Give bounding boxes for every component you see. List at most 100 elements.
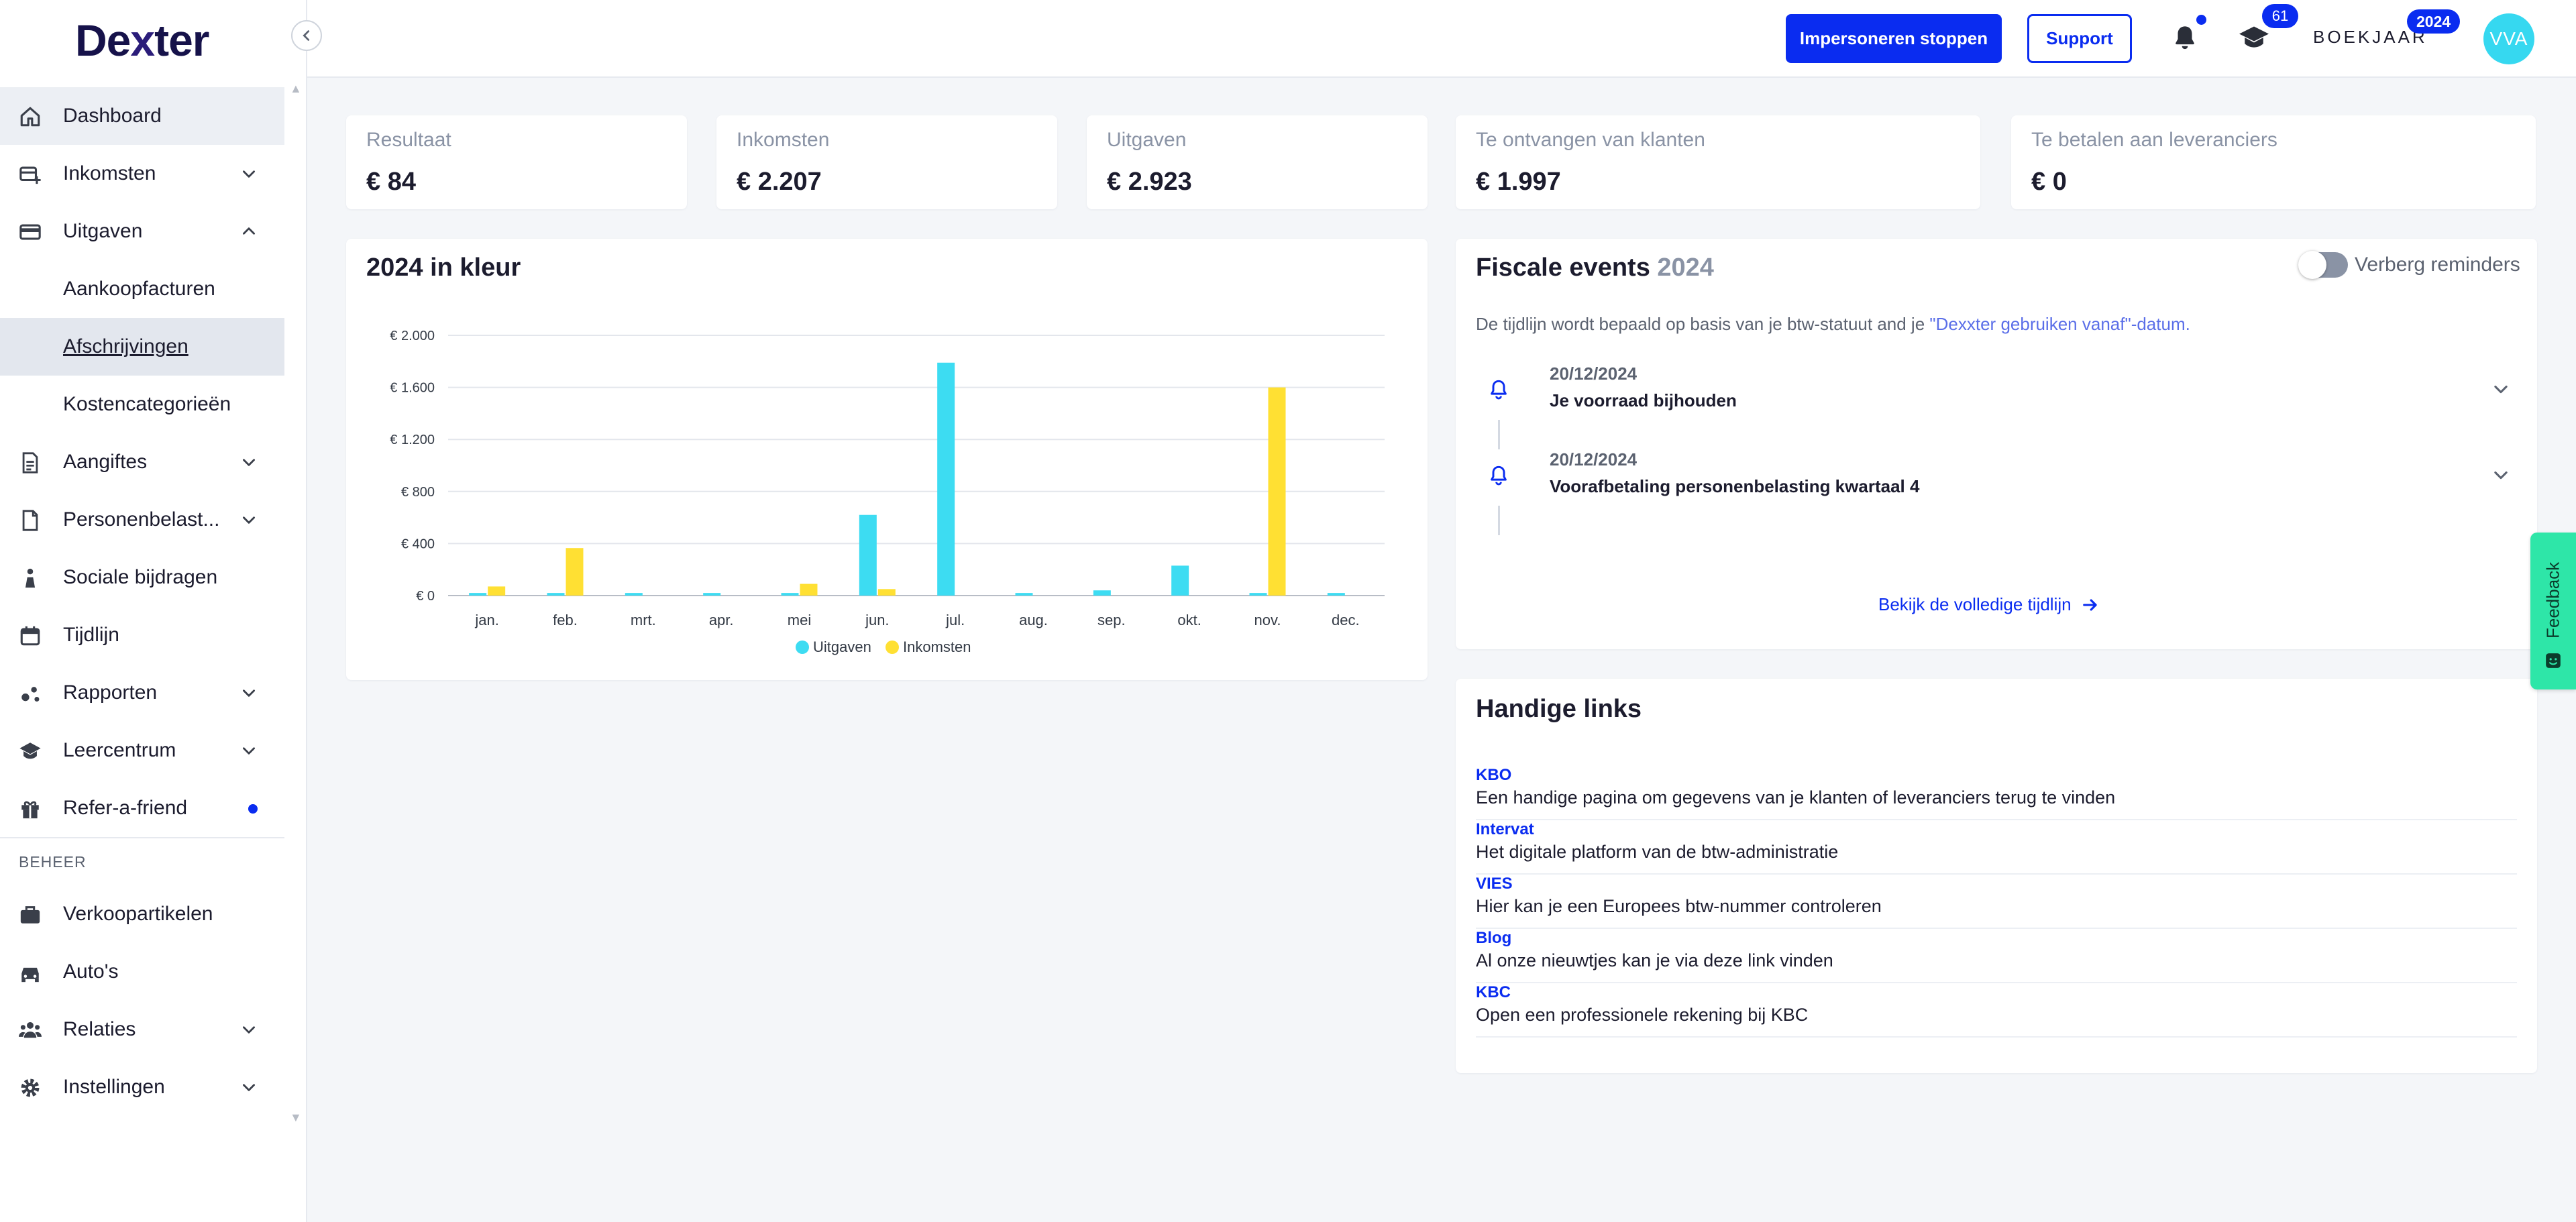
event-title[interactable]: Je voorraad bijhouden xyxy=(1550,390,1737,410)
bar-chart: € 0 € 400 € 800 € 1.200 € 1.600 € 2.000 jan. fe… xyxy=(390,329,1385,655)
file-icon xyxy=(22,510,38,531)
graduation-cap-icon[interactable] xyxy=(2238,23,2270,52)
x-tick-label: nov. xyxy=(1254,612,1281,628)
bar-uitgaven-mrt xyxy=(625,593,643,596)
sidebar-item-label: Aankoopfacturen xyxy=(63,278,215,300)
boekjaar-selector[interactable]: BOEKJAAR xyxy=(2313,27,2428,47)
sidebar-item-personenbelasting[interactable]: Personenbelast... xyxy=(0,491,284,549)
user-avatar[interactable]: VVA xyxy=(2483,13,2534,64)
sidebar-item-tijdlijn[interactable]: Tijdlijn xyxy=(0,606,284,664)
sidebar: Dexter ▲ Dashboard Inkomsten Uitgaven Aanko… xyxy=(0,0,307,1222)
timeline-connector xyxy=(1498,506,1500,535)
y-tick-label: € 1.600 xyxy=(390,381,435,396)
credit-card-icon xyxy=(19,224,41,240)
chevron-left-icon xyxy=(303,30,310,41)
graduation-cap-icon xyxy=(19,742,41,759)
logo-text-start: De xyxy=(75,15,131,65)
gear-icon xyxy=(21,1078,40,1097)
expand-event-chevron-down-icon[interactable] xyxy=(2491,380,2510,398)
sidebar-scroll-down-icon[interactable]: ▼ xyxy=(290,1111,302,1124)
kpi-label: Uitgaven xyxy=(1107,129,1187,151)
logo-text-x: x xyxy=(130,15,155,65)
bar-inkomsten-mei xyxy=(800,584,818,596)
sidebar-item-label: Auto's xyxy=(63,960,119,983)
sidebar-item-uitgaven[interactable]: Uitgaven xyxy=(0,203,284,260)
sidebar-item-label: Dashboard xyxy=(63,105,162,127)
chevron-down-icon xyxy=(243,689,255,697)
sidebar-section-beheer: BEHEER xyxy=(19,852,87,871)
dexxter-logo[interactable]: Dexter xyxy=(75,15,209,66)
bar-inkomsten-jan xyxy=(488,586,506,596)
sidebar-item-inkomsten[interactable]: Inkomsten xyxy=(0,145,284,203)
useful-link-title[interactable]: Intervat xyxy=(1476,820,1534,838)
useful-link-title[interactable]: Blog xyxy=(1476,929,1512,947)
new-indicator-dot xyxy=(248,804,258,814)
chevron-down-icon xyxy=(243,1026,255,1034)
fiscal-title-text: Fiscale events xyxy=(1476,254,1650,282)
sidebar-item-refer-a-friend[interactable]: Refer-a-friend xyxy=(0,779,284,837)
useful-link-title[interactable]: KBO xyxy=(1476,766,1512,784)
sidebar-item-relaties[interactable]: Relaties xyxy=(0,1001,284,1058)
fiscal-title-year: 2024 xyxy=(1657,254,1714,282)
notification-dot xyxy=(2196,15,2206,25)
useful-link-item: Intervat Het digitale platform van de btw… xyxy=(1476,820,2517,875)
x-tick-label: dec. xyxy=(1332,612,1360,628)
sidebar-item-kostencategorieen[interactable]: Kostencategorieën xyxy=(0,376,284,433)
expand-event-chevron-down-icon[interactable] xyxy=(2491,465,2510,484)
useful-link-title[interactable]: KBC xyxy=(1476,983,1511,1001)
useful-link-description: Het digitale platform van de btw-adminis… xyxy=(1476,842,1839,862)
bar-uitgaven-okt xyxy=(1171,565,1189,596)
useful-link-description: Al onze nieuwtjes kan je via deze link v… xyxy=(1476,950,1833,970)
toggle-knob[interactable] xyxy=(2298,251,2326,279)
event-title[interactable]: Voorafbetaling personenbelasting kwartaa… xyxy=(1550,476,1920,496)
useful-link-title[interactable]: VIES xyxy=(1476,875,1513,893)
legend-swatch-uitgaven xyxy=(796,641,809,654)
collapse-sidebar-button[interactable] xyxy=(291,20,322,51)
y-tick-label: € 0 xyxy=(416,589,435,604)
sidebar-item-leercentrum[interactable]: Leercentrum xyxy=(0,722,284,779)
kpi-te-ontvangen-card: Te ontvangen van klanten € 1.997 xyxy=(1456,115,1980,209)
y-tick-label: € 1.200 xyxy=(390,433,435,447)
notifications-bell-icon[interactable] xyxy=(2171,23,2199,52)
home-icon xyxy=(20,107,40,127)
sidebar-scroll-up-icon[interactable]: ▲ xyxy=(290,82,302,95)
chart-card: 2024 in kleur xyxy=(346,239,1428,680)
useful-link-item: KBC Open een professionele rekening bij K… xyxy=(1476,983,2517,1038)
sidebar-item-label: Tijdlijn xyxy=(63,624,119,646)
feedback-label[interactable]: Feedback xyxy=(2542,561,2563,639)
feedback-smile-icon[interactable] xyxy=(2544,652,2562,669)
dexxter-start-date-link[interactable]: "Dexxter gebruiken vanaf"-datum. xyxy=(1929,314,2190,334)
sidebar-item-instellingen[interactable]: Instellingen xyxy=(0,1058,284,1116)
useful-link-description: Een handige pagina om gegevens van je kl… xyxy=(1476,787,2116,808)
sidebar-item-rapporten[interactable]: Rapporten xyxy=(0,664,284,722)
sidebar-item-label: Relaties xyxy=(63,1018,136,1040)
stop-impersonating-button[interactable]: Impersoneren stoppen xyxy=(1786,14,2002,63)
useful-link-description: Hier kan je een Europees btw-nummer cont… xyxy=(1476,896,1882,916)
fiscal-events-title: Fiscale events 2024 xyxy=(1476,254,1714,282)
legend-swatch-inkomsten xyxy=(885,641,899,654)
fiscal-intro-text: De tijdlijn wordt bepaald op basis van j… xyxy=(1476,314,2190,335)
sidebar-item-verkoopartikelen[interactable]: Verkoopartikelen xyxy=(0,885,284,943)
chart-card-title: 2024 in kleur xyxy=(366,254,521,282)
bar-uitgaven-jan xyxy=(469,593,487,596)
sidebar-item-label: Leercentrum xyxy=(63,739,176,761)
useful-link-description: Open een professionele rekening bij KBC xyxy=(1476,1005,1809,1025)
sidebar-item-autos[interactable]: Auto's xyxy=(0,943,284,1001)
sidebar-item-sociale-bijdragen[interactable]: Sociale bijdragen xyxy=(0,549,284,606)
users-icon xyxy=(19,1021,42,1038)
sidebar-item-aankoopfacturen[interactable]: Aankoopfacturen xyxy=(0,260,284,318)
event-bell-icon xyxy=(1491,465,1507,486)
sidebar-item-label: Verkoopartikelen xyxy=(63,903,213,925)
useful-links-card: Handige links xyxy=(1456,679,2537,1073)
support-button[interactable]: Support xyxy=(2027,14,2132,63)
sidebar-item-dashboard[interactable]: Dashboard xyxy=(0,87,284,145)
sidebar-item-label: Personenbelast... xyxy=(63,508,220,531)
courses-count-badge: 61 xyxy=(2262,4,2298,28)
kpi-value: € 2.207 xyxy=(737,168,822,196)
boekjaar-year-badge[interactable]: 2024 xyxy=(2407,9,2461,34)
sidebar-item-aangiftes[interactable]: Aangiftes xyxy=(0,433,284,491)
sidebar-divider xyxy=(0,837,284,838)
sidebar-item-afschrijvingen[interactable]: Afschrijvingen xyxy=(0,318,284,376)
full-timeline-link[interactable]: Bekijk de volledige tijdlijn xyxy=(1878,594,2100,615)
